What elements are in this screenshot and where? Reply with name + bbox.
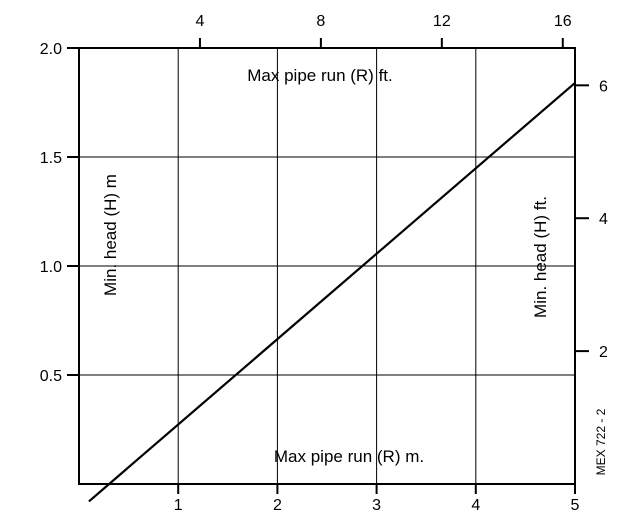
- x2-tick-label-12: 12: [433, 13, 451, 30]
- y-tick-label-2: 2.0: [40, 41, 62, 58]
- series-layer: [89, 83, 575, 502]
- series-line-0: [89, 83, 575, 502]
- x2-axis-title: Max pipe run (R) ft.: [247, 66, 393, 85]
- x-tick-label-4: 4: [471, 497, 480, 514]
- x2-tick-label-4: 4: [195, 13, 204, 30]
- y-axis-title: Min. head (H) m: [101, 174, 120, 296]
- x-tick-label-3: 3: [372, 497, 381, 514]
- y-tick-label-1.5: 1.5: [40, 150, 62, 167]
- figure-reference-code: MEX 722 - 2: [594, 408, 608, 475]
- x2-tick-label-16: 16: [554, 13, 572, 30]
- y2-tick-label-4: 4: [599, 211, 608, 228]
- y-tick-label-0.5: 0.5: [40, 368, 62, 385]
- y2-axis-title: Min. head (H) ft.: [531, 196, 550, 318]
- y2-tick-label-6: 6: [599, 78, 608, 95]
- x-tick-label-5: 5: [571, 497, 580, 514]
- x-tick-label-2: 2: [273, 497, 282, 514]
- gridlines: [79, 48, 575, 484]
- x-tick-label-1: 1: [174, 497, 183, 514]
- x2-tick-label-8: 8: [316, 13, 325, 30]
- x-axis-title: Max pipe run (R) m.: [274, 447, 424, 466]
- y2-tick-label-2: 2: [599, 344, 608, 361]
- y-tick-label-1: 1.0: [40, 259, 62, 276]
